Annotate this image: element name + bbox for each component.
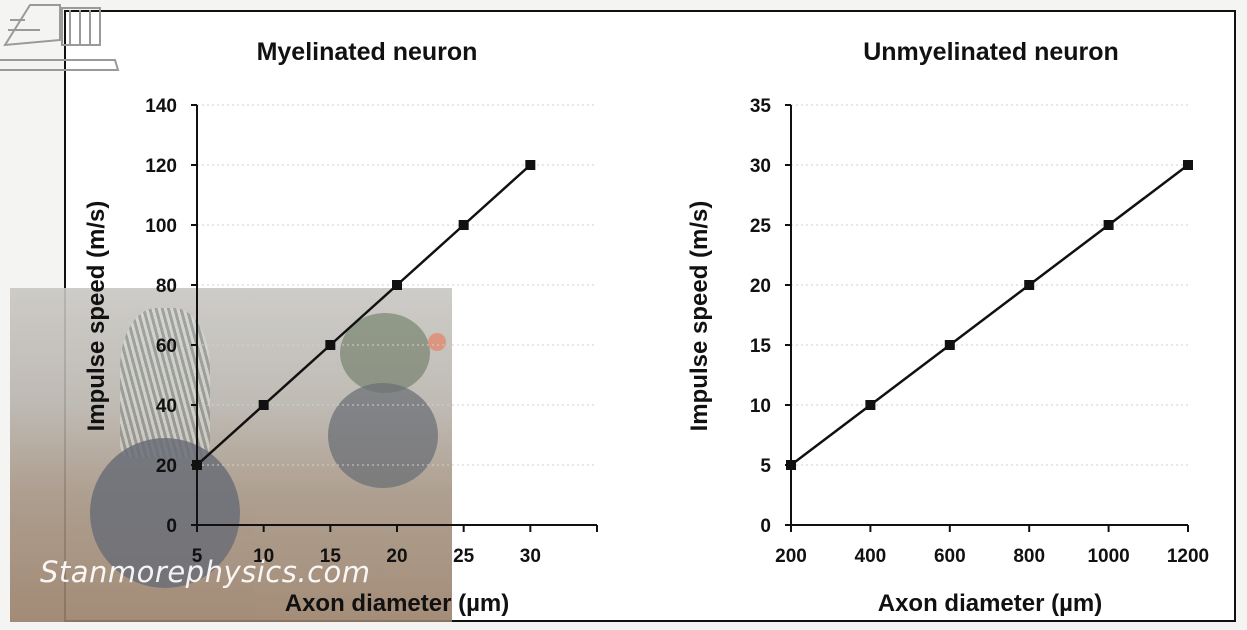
x-tick-label: 25 [453,546,475,567]
y-tick-label: 25 [750,216,772,237]
series-line [790,164,1189,466]
y-tick-label: 5 [760,456,771,477]
y-axis-label: Impulse speed (m/s) [83,201,110,432]
x-tick-label: 10 [253,546,274,567]
data-point [258,400,269,410]
data-point [525,160,536,170]
x-tick-label: 400 [855,546,887,567]
y-tick-label: 100 [145,216,177,237]
plant-pot-left [90,438,240,588]
tick-labels: 0 20 40 60 80 100 120 140 5 10 15 20 25 30 [145,96,541,567]
data-point [192,460,202,470]
y-axis-label: Impulse speed (m/s) [686,201,713,432]
tick-labels: 0 5 10 15 20 25 30 35 200 400 600 800 1000 1200 [750,96,1209,567]
watermark-text: Stanmorephysics.com [40,555,371,589]
y-tick-label: 10 [750,396,771,417]
x-tick-label: 200 [775,546,807,567]
plant-leaves [120,308,210,458]
flower [428,333,446,351]
x-tick-label: 1200 [1167,546,1209,567]
x-tick-label: 20 [386,546,407,567]
x-tick-label: 1000 [1087,546,1129,567]
data-point [865,400,876,410]
y-tick-label: 15 [750,336,772,357]
data-point [392,280,402,290]
y-tick-label: 140 [145,96,177,117]
background-photo [10,288,452,622]
y-tick-label: 80 [156,276,177,297]
data-point [1103,220,1114,230]
y-tick-label: 35 [750,96,772,117]
x-tick-label: 15 [320,546,342,567]
y-tick-label: 30 [750,156,771,177]
data-markers [192,160,536,470]
y-tick-label: 60 [156,336,177,357]
y-tick-label: 20 [156,456,177,477]
data-point [1024,280,1035,290]
data-point [944,340,955,350]
data-markers [786,160,1193,470]
series-line [196,164,532,466]
plant-pot-right [328,383,438,488]
y-tick-label: 40 [156,396,177,417]
y-tick-label: 0 [760,516,771,537]
data-point [1183,160,1193,170]
x-tick-label: 600 [934,546,966,567]
data-point [325,340,336,350]
y-tick-label: 120 [145,156,177,177]
axes [191,104,598,532]
data-point [786,460,796,470]
x-tick-label: 30 [520,546,541,567]
x-tick-label: 5 [192,546,203,567]
x-axis-label: Axon diameter (µm) [285,590,510,617]
plant-foliage-right [340,313,430,393]
data-point [458,220,469,230]
axes [785,104,1189,532]
chart-title: Unmyelinated neuron [863,38,1119,66]
grid-lines [791,104,1190,466]
logo-icon [0,4,120,71]
y-tick-label: 0 [166,516,177,537]
chart-title: Myelinated neuron [257,38,478,66]
x-tick-label: 800 [1013,546,1045,567]
x-axis-label: Axon diameter (µm) [878,590,1103,617]
chart-myelinated: Myelinated neuron 0 20 40 60 80 100 120 140 5 10 1… [83,38,598,617]
y-tick-label: 20 [750,276,771,297]
